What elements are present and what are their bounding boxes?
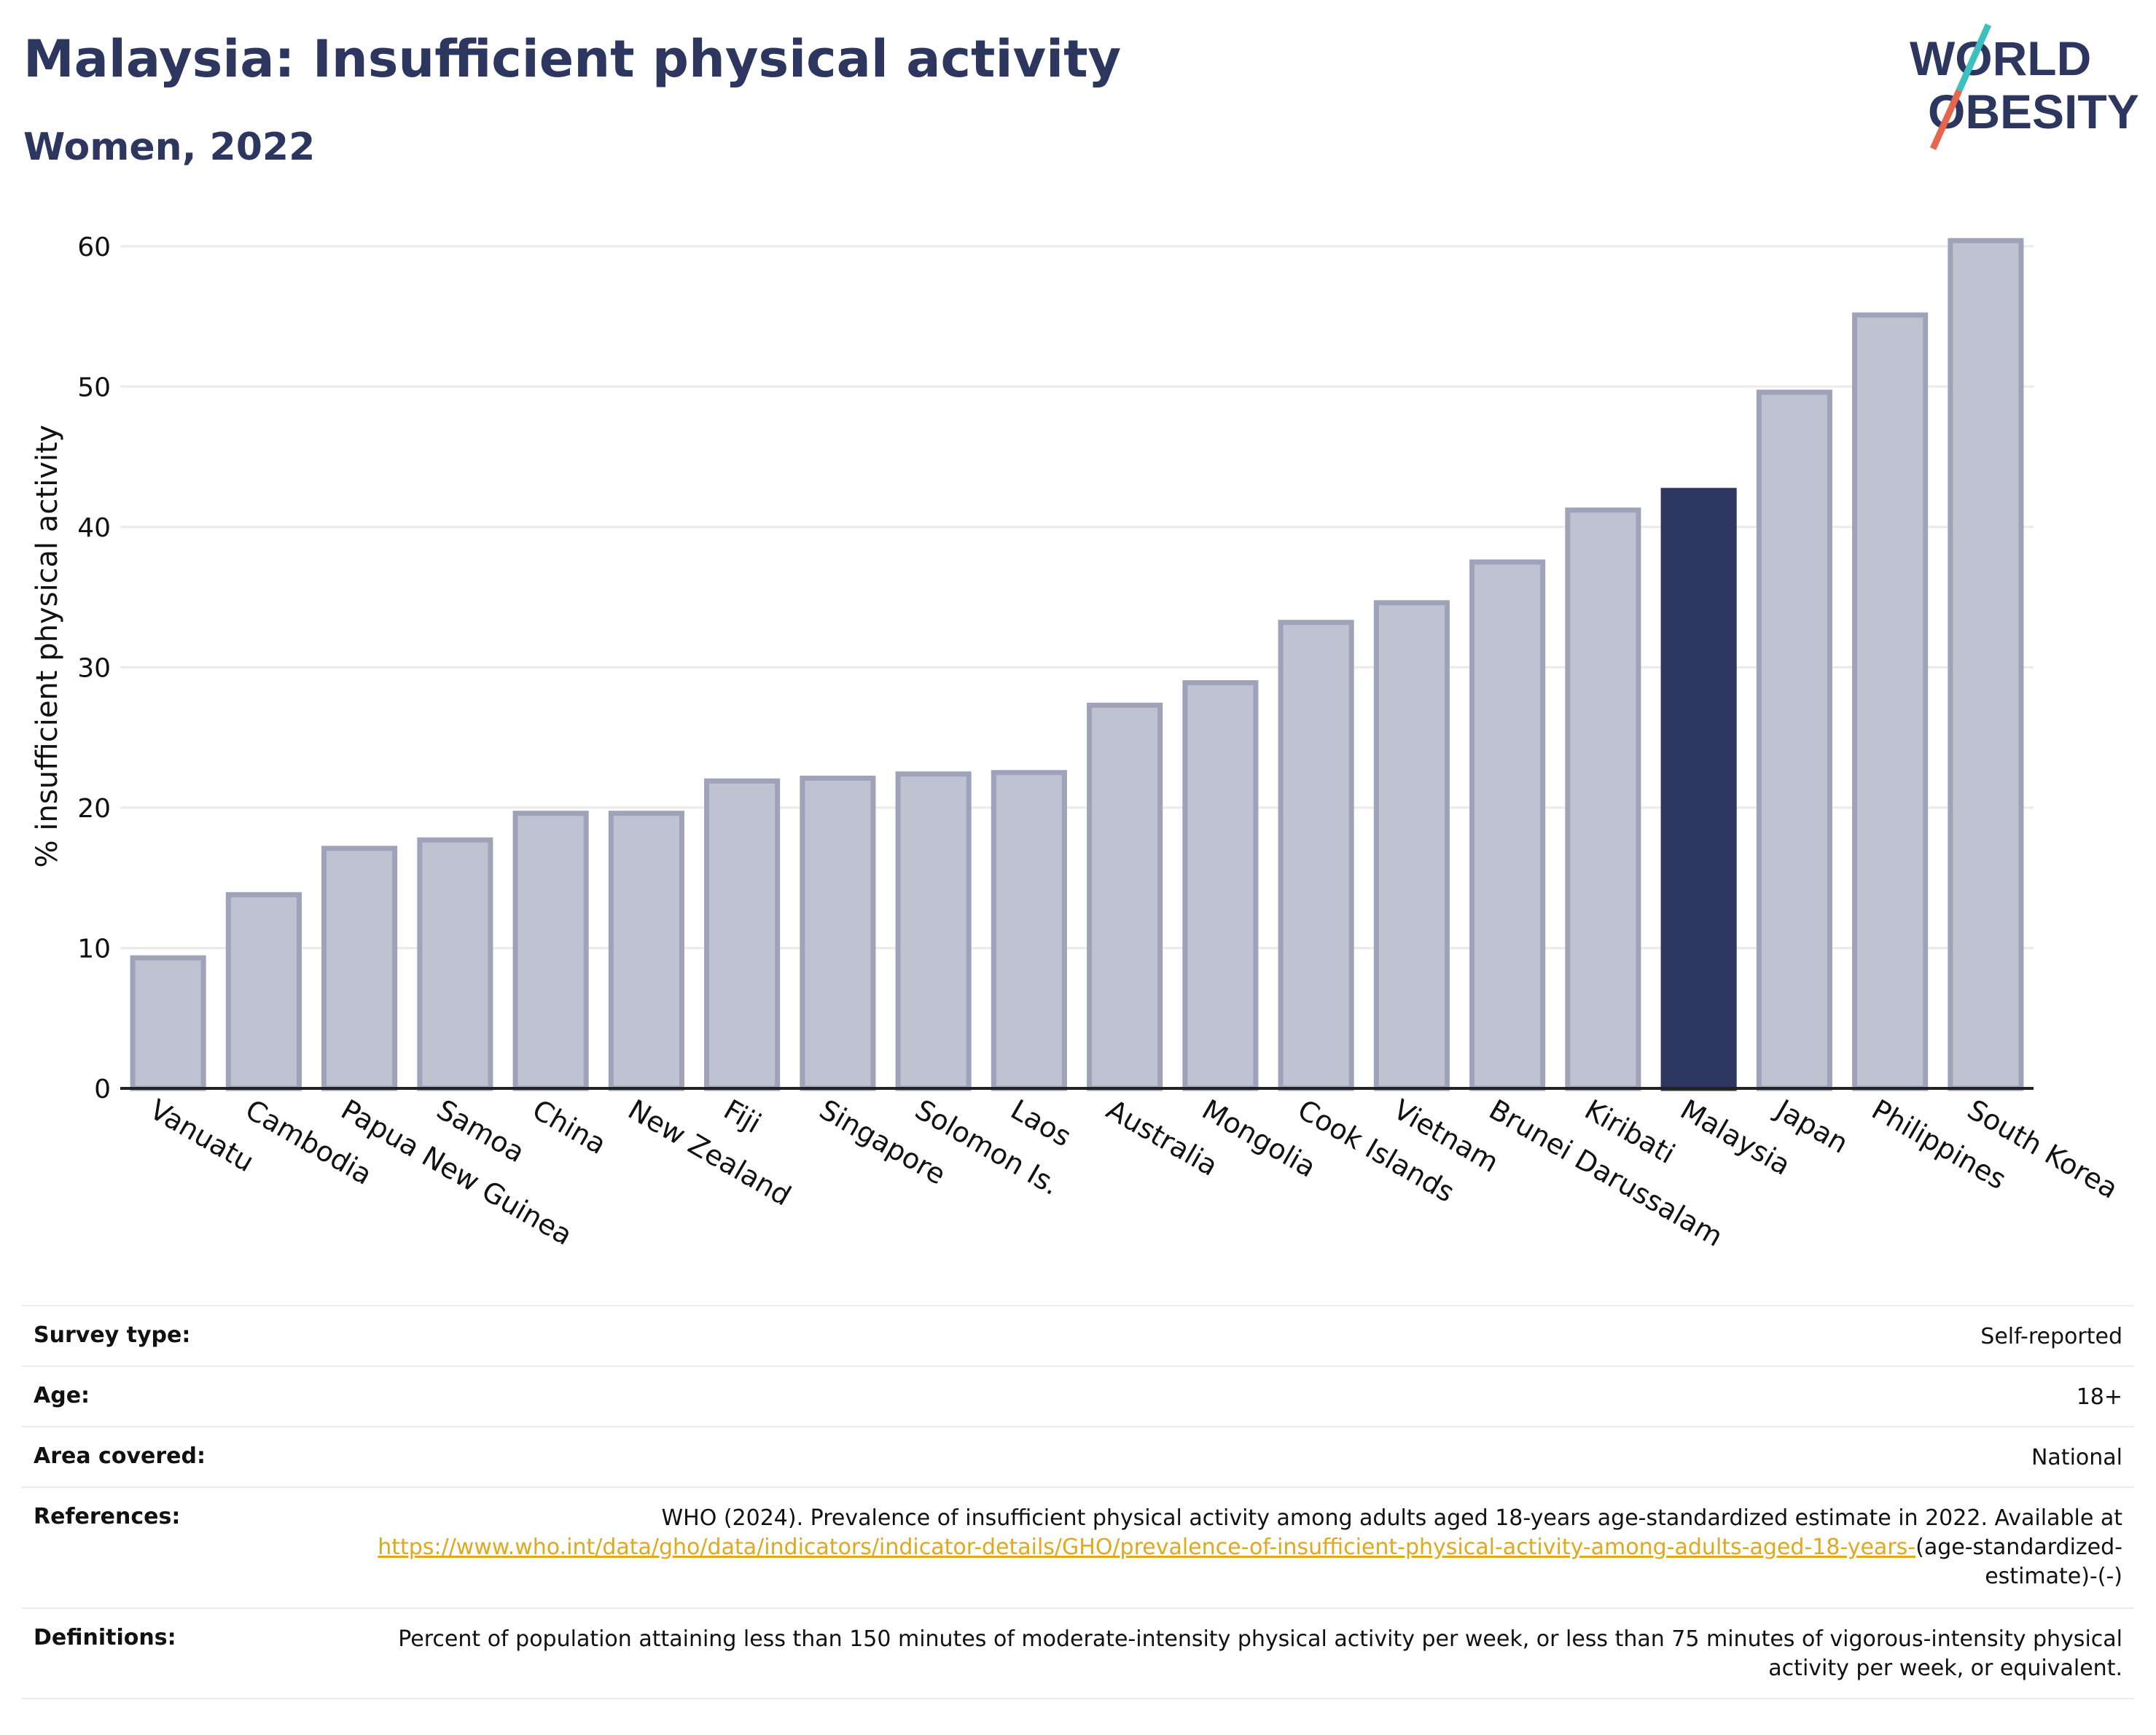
references-suffix: (age-standardized-estimate)-(-)	[1915, 1535, 2122, 1589]
grid-lines	[120, 245, 2034, 949]
bar-cook-islands	[1278, 620, 1354, 1091]
y-tick-label: 50	[77, 373, 111, 402]
metadata-table: Survey type: Self-reported Age: 18+ Area…	[22, 1305, 2134, 1699]
bar-australia	[1087, 702, 1163, 1091]
page-title: Malaysia: Insufficient physical activity	[23, 29, 1122, 89]
bar-vanuatu	[130, 955, 206, 1091]
survey-type-label: Survey type:	[34, 1322, 191, 1348]
meta-row-survey-type: Survey type: Self-reported	[22, 1305, 2134, 1365]
bar-philippines	[1852, 312, 1929, 1091]
bar-singapore	[800, 775, 876, 1091]
area-value: National	[2031, 1445, 2122, 1470]
page-subtitle: Women, 2022	[23, 125, 316, 169]
logo-line1: WORLD	[1910, 31, 2091, 85]
bar-fiji	[704, 778, 781, 1091]
x-tick-label: Malaysia	[1675, 1093, 1796, 1182]
y-tick-label: 20	[77, 794, 111, 824]
x-tick-label: New Zealand	[622, 1093, 796, 1212]
bar-mongolia	[1182, 680, 1259, 1091]
y-tick-label: 30	[77, 653, 111, 683]
meta-row-definitions: Definitions: Percent of population attai…	[22, 1607, 2134, 1699]
references-text: WHO (2024). Prevalence of insufficient p…	[661, 1505, 2122, 1531]
area-label: Area covered:	[34, 1443, 206, 1469]
bar-papua-new-guinea	[321, 846, 398, 1091]
logo-accent-teal	[1956, 23, 1992, 92]
logo-line2: OBESITY	[1928, 85, 2139, 139]
bar-samoa	[417, 837, 493, 1091]
meta-row-age: Age: 18+	[22, 1365, 2134, 1426]
x-tick-label: Fiji	[719, 1093, 767, 1139]
y-tick-label: 40	[77, 513, 111, 543]
bar-japan	[1756, 389, 1832, 1091]
meta-row-area: Area covered: National	[22, 1426, 2134, 1486]
references-label: References:	[34, 1504, 181, 1529]
bar-solomon-is	[895, 771, 972, 1091]
bar-kiribati	[1565, 507, 1641, 1091]
bar-south-korea	[1948, 238, 2024, 1091]
y-tick-label: 10	[77, 934, 111, 964]
y-tick-label: 0	[94, 1075, 111, 1104]
bar-new-zealand	[608, 811, 684, 1091]
meta-row-references: References: WHO (2024). Prevalence of in…	[22, 1486, 2134, 1607]
references-value: WHO (2024). Prevalence of insufficient p…	[373, 1504, 2122, 1607]
definitions-value: Percent of population attaining less tha…	[398, 1626, 2122, 1681]
y-tick-label: 60	[77, 233, 111, 262]
references-link[interactable]: https://www.who.int/data/gho/data/indica…	[378, 1535, 1916, 1560]
x-tick-label: China	[527, 1093, 612, 1161]
x-tick-label: Laos	[1005, 1093, 1077, 1153]
age-value: 18+	[2076, 1384, 2122, 1410]
bar-brunei-darussalam	[1469, 559, 1546, 1091]
x-tick-label: Vanuatu	[144, 1093, 259, 1178]
definitions-label: Definitions:	[34, 1625, 176, 1650]
bar-china	[512, 811, 589, 1091]
y-tick-labels: 0 10 20 30 40 50 60	[77, 233, 111, 1104]
bar-vietnam	[1373, 600, 1450, 1091]
bars	[130, 238, 2024, 1091]
logo-accent-red	[1929, 89, 1963, 150]
world-obesity-logo: WORLD OBESITY	[1910, 23, 2139, 150]
survey-type-value: Self-reported	[1980, 1324, 2122, 1349]
age-label: Age:	[34, 1383, 90, 1408]
bar-malaysia	[1660, 488, 1737, 1091]
bar-laos	[991, 770, 1067, 1091]
bar-cambodia	[225, 892, 302, 1091]
y-axis-label: % insufficient physical activity	[31, 425, 64, 868]
